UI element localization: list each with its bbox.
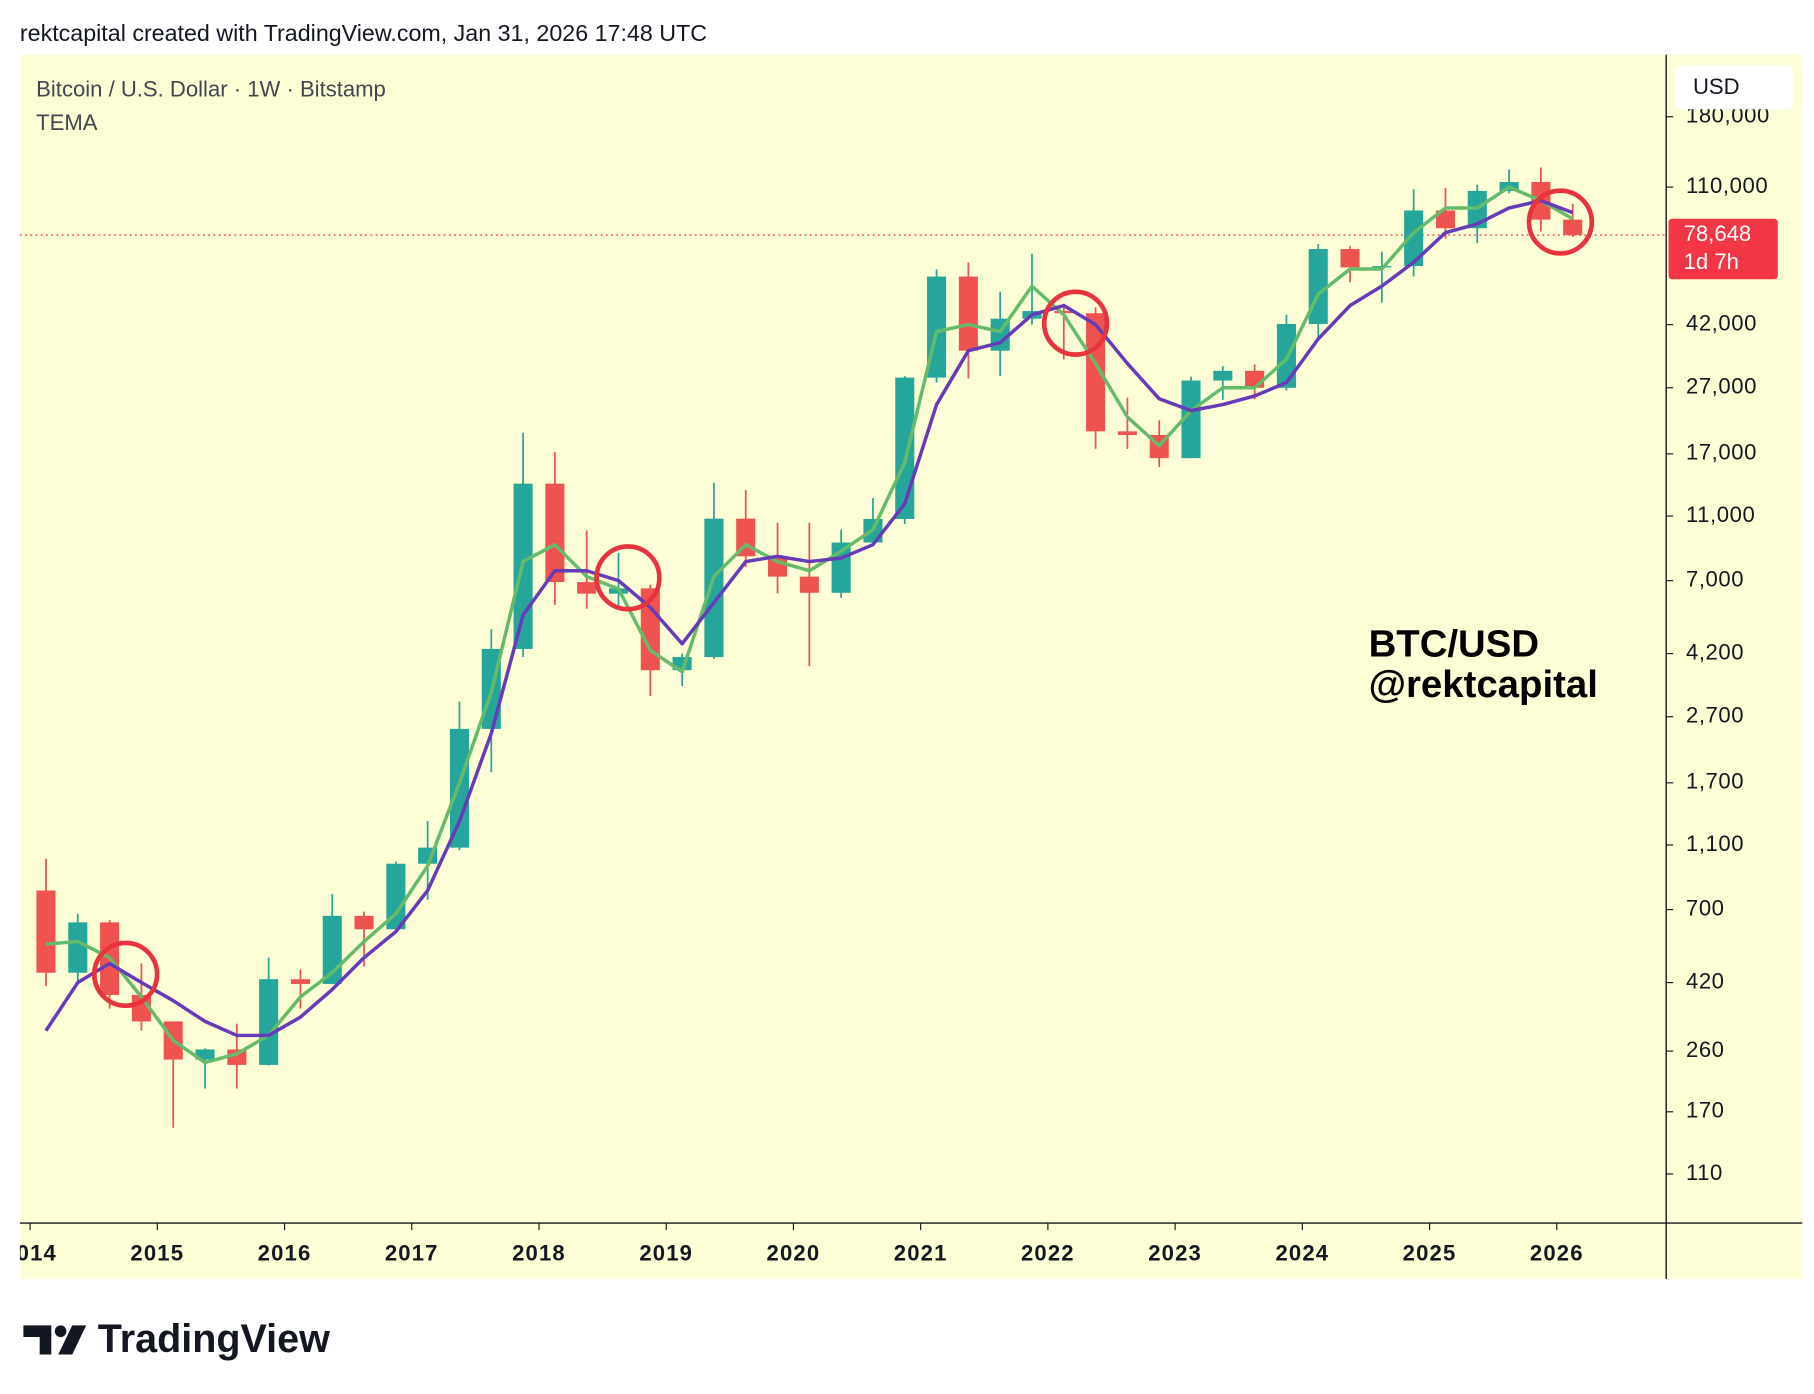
currency-button-bg[interactable] <box>1675 65 1793 110</box>
x-tick-label: 2018 <box>512 1240 566 1265</box>
circle-marker <box>1041 289 1110 357</box>
annotation: BTC/USD @rektcapital <box>1369 623 1598 707</box>
y-tick-label: 1,700 <box>1686 769 1744 794</box>
candle-body <box>1308 249 1328 324</box>
candle-body <box>640 588 660 671</box>
candle-body <box>449 728 470 848</box>
logo-icon-dot <box>54 1325 67 1338</box>
y-tick-label: 170 <box>1686 1098 1725 1123</box>
candle-body <box>895 377 915 519</box>
candle-body <box>577 582 597 594</box>
y-tick-label: 420 <box>1686 968 1725 993</box>
tema-line <box>44 198 1574 1038</box>
candle-body <box>354 915 374 930</box>
x-tick-label: 2015 <box>130 1240 184 1265</box>
y-tick-label: 700 <box>1686 895 1725 920</box>
candle-body <box>799 576 819 593</box>
y-tick-label: 11,000 <box>1686 502 1755 527</box>
candle-body <box>1404 210 1424 267</box>
x-tick-label: 2023 <box>1148 1240 1202 1265</box>
price-tag-bg <box>1668 218 1778 280</box>
x-tick-label: 2024 <box>1275 1240 1329 1265</box>
price-tag-value: 78,648 <box>1684 221 1752 246</box>
x-tick-label: 2021 <box>894 1240 948 1265</box>
candle-body <box>958 276 978 351</box>
annotation-line: BTC/USD <box>1369 623 1539 666</box>
annotation-line: @rektcapital <box>1369 663 1598 706</box>
y-tick-label: 1,100 <box>1686 831 1744 856</box>
x-tick-label: 2019 <box>639 1240 693 1265</box>
candle-body <box>36 890 56 973</box>
candle-body <box>1245 370 1265 388</box>
x-tick-label: 2017 <box>385 1240 439 1265</box>
circle-marker <box>594 544 662 612</box>
plot-area <box>19 167 1667 1128</box>
candle-body <box>259 979 279 1065</box>
candle-body <box>1435 210 1456 229</box>
y-axis: 110 170 260 420 700 1,100 1,700 2,700 4,200 7,000… <box>1666 103 1769 1185</box>
y-tick-label: 2,700 <box>1686 703 1744 728</box>
logo-icon <box>23 1325 87 1355</box>
indicator-label: TEMA <box>36 110 98 135</box>
candle-body <box>68 922 88 973</box>
y-tick-label: 4,200 <box>1686 639 1744 664</box>
y-tick-label: 42,000 <box>1686 310 1757 335</box>
x-axis: 2014 2015 2016 2017 2018 2019 2020 2021 2022 2023… <box>3 1223 1584 1265</box>
y-tick-label: 7,000 <box>1686 566 1744 591</box>
candle-body <box>1054 311 1074 314</box>
chart-background <box>19 54 1803 1279</box>
candle-body <box>1213 370 1233 381</box>
circle-marker <box>1526 188 1595 256</box>
logo-text: TradingView <box>98 1317 330 1361</box>
candle-body <box>1117 431 1137 436</box>
x-tick-label: 2026 <box>1530 1240 1584 1265</box>
x-tick-label: 2025 <box>1403 1240 1457 1265</box>
price-tag-countdown: 1d 7h <box>1684 249 1739 274</box>
candle-body <box>1563 219 1583 236</box>
candle-body <box>1181 380 1201 459</box>
y-tick-label: 110,000 <box>1686 173 1768 198</box>
circle-annotations <box>91 188 1595 1009</box>
tema-line <box>45 185 1574 1065</box>
y-tick-label: 260 <box>1686 1037 1725 1062</box>
candle-body <box>704 518 724 658</box>
candle-body <box>290 979 310 984</box>
x-tick-label: 2016 <box>258 1240 312 1265</box>
legend-title: Bitcoin / U.S. Dollar · 1W · Bitstamp <box>36 77 386 102</box>
y-tick-label: 110 <box>1686 1160 1723 1185</box>
circle-marker <box>91 940 160 1009</box>
x-tick-label: 2014 <box>3 1240 57 1265</box>
price-tag: 78,648 1d 7h <box>1668 218 1778 280</box>
header: rektcapital created with TradingView.com… <box>20 20 707 46</box>
x-tick-label: 2020 <box>767 1240 821 1265</box>
currency-button[interactable]: USD <box>1693 74 1740 99</box>
logo: TradingView <box>23 1317 330 1361</box>
candle-body <box>1340 249 1360 268</box>
candle-body <box>195 1049 215 1060</box>
y-tick-label: 17,000 <box>1686 440 1757 465</box>
candle-body <box>386 863 406 930</box>
y-tick-label: 27,000 <box>1686 374 1757 399</box>
x-tick-label: 2022 <box>1021 1240 1075 1265</box>
candle-body <box>227 1049 247 1065</box>
candle-body <box>545 483 565 583</box>
